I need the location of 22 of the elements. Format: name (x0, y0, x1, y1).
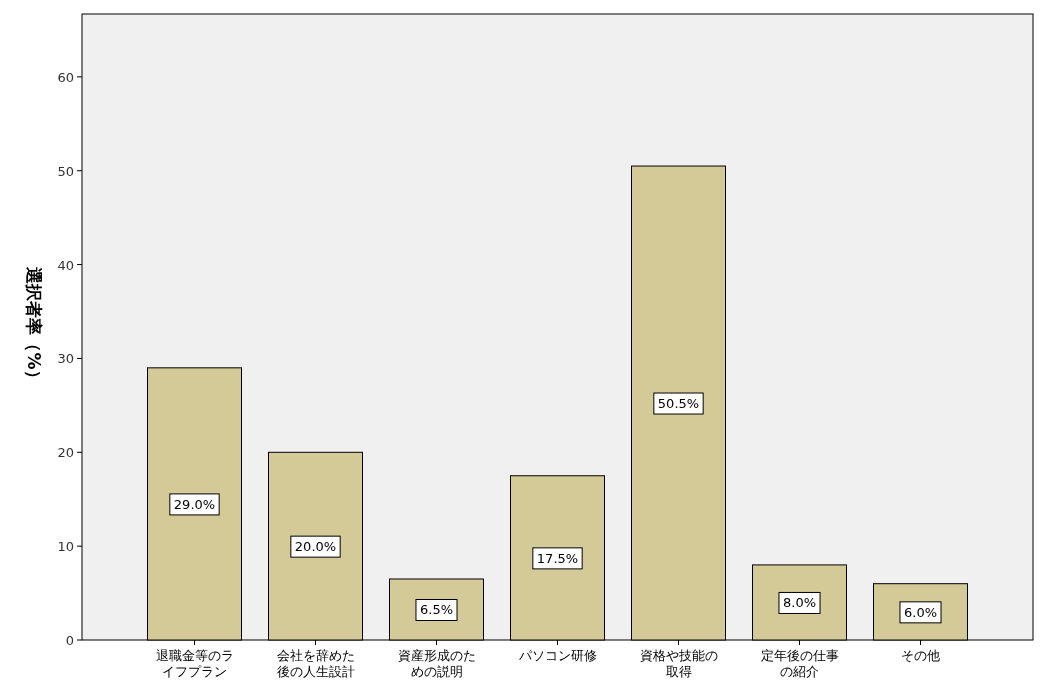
y-tick-label: 50 (57, 163, 74, 179)
data-label: 20.0% (294, 539, 337, 555)
x-tick-label: 退職金等のライフプラン (155, 648, 234, 679)
y-tick-label: 10 (57, 539, 74, 555)
x-tick-label: 定年後の仕事の紹介 (760, 648, 839, 679)
y-tick-label: 30 (57, 351, 74, 367)
y-tick-label: 0 (65, 633, 74, 648)
y-tick-label: 40 (57, 257, 74, 273)
data-label: 6.5% (419, 602, 454, 618)
y-tick-label: 20 (57, 445, 74, 461)
x-tick-label: パソコン研修 (517, 648, 597, 663)
x-tick-label: その他 (901, 648, 940, 663)
data-label: 6.0% (903, 604, 938, 620)
x-tick-label: 資産形成のための説明 (397, 648, 476, 679)
data-label: 29.0% (173, 496, 216, 512)
data-label: 50.5% (657, 396, 700, 412)
x-tick-label: 会社を辞めた後の人生設計 (276, 648, 355, 679)
data-label: 17.5% (536, 550, 579, 566)
y-axis-title: 選択者率（%） (24, 267, 44, 387)
x-tick-label: 資格や技能の取得 (639, 648, 718, 679)
y-tick-label: 60 (57, 69, 74, 85)
data-label: 8.0% (782, 595, 817, 611)
